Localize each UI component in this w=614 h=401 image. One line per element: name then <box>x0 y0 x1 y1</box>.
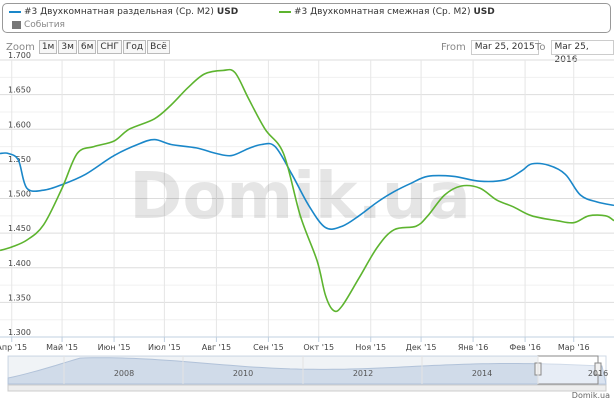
x-axis: Апр '15 Май '15 Июн '15 Июл '15 Авг '15 Сен '… <box>0 336 614 352</box>
x-tick-label: Сен '15 <box>253 343 284 352</box>
navigator-year-label: 2010 <box>233 369 253 378</box>
range-from: From Mar 25, 2015 <box>441 40 539 55</box>
x-tick-label: Дек '15 <box>406 343 437 352</box>
zoom-3m-button[interactable]: 3м <box>58 40 77 54</box>
grid-lines <box>0 59 614 338</box>
range-to: To Mar 25, 2016 <box>535 40 614 65</box>
zoom-1m-button[interactable]: 1м <box>38 40 58 54</box>
navigator-frame <box>7 355 607 385</box>
x-tick-label: Июл '15 <box>148 343 181 352</box>
zoom-label: Zoom <box>6 41 35 53</box>
x-tick-label: Фев '16 <box>509 343 540 352</box>
series-line-1 <box>0 138 614 230</box>
navigator-handle-left <box>534 362 542 376</box>
range-to-input[interactable]: Mar 25, 2016 <box>550 40 614 65</box>
legend-item-events[interactable]: События <box>12 20 65 30</box>
x-tick-label: Окт '15 <box>303 343 334 352</box>
x-tick-label: Янв '16 <box>458 343 488 352</box>
series2-unit: USD <box>473 7 495 17</box>
x-tick-label: Авг '15 <box>202 343 231 352</box>
credit-link[interactable]: Domik.ua <box>572 391 610 400</box>
events-label: События <box>24 20 65 30</box>
navigator-mask-left <box>8 356 538 384</box>
navigator-handle-right <box>594 362 602 376</box>
y-tick-label: 1.550 <box>8 155 31 164</box>
y-tick-label: 1.600 <box>8 120 31 129</box>
zoom-6m-button[interactable]: 6м <box>77 40 97 54</box>
x-tick-label: Мар '16 <box>558 343 590 352</box>
range-from-label: From <box>441 42 466 53</box>
navigator[interactable]: 2008 2010 2012 2014 2016 <box>7 355 608 392</box>
navigator-series <box>7 357 607 385</box>
x-tick-label: Ноя '15 <box>355 343 386 352</box>
series2-label: #3 Двухкомнатная смежная (Ср. М2) <box>294 7 471 17</box>
x-tick-label: Апр '15 <box>0 343 27 352</box>
y-tick-label: 1.350 <box>8 293 31 302</box>
series1-unit: USD <box>216 7 239 17</box>
events-swatch <box>12 21 21 29</box>
y-tick-label: 1.450 <box>8 224 31 233</box>
watermark: Domik.ua <box>129 160 470 234</box>
navigator-scrollbar <box>7 384 607 392</box>
y-tick-label: 1.300 <box>8 328 31 337</box>
x-tick-label: Май '15 <box>46 343 78 352</box>
range-to-label: To <box>535 42 546 53</box>
y-tick-label: 1.500 <box>8 190 31 199</box>
series1-label: #3 Двухкомнатная раздельная (Ср. М2) <box>24 7 214 17</box>
zoom-1y-button[interactable]: Год <box>122 40 147 54</box>
zoom-selector: Zoom 1м 3м 6м СНГ Год Всё <box>6 40 171 54</box>
series-line-2 <box>0 68 614 313</box>
y-tick-label: 1.650 <box>8 86 31 95</box>
navigator-year-label: 2014 <box>472 369 492 378</box>
series1-swatch <box>9 11 21 13</box>
y-axis-labels: 1.300 1.350 1.400 1.450 1.500 1.550 1.600 1.650… <box>8 51 31 337</box>
zoom-all-button[interactable]: Всё <box>147 40 170 54</box>
legend-item-series1[interactable]: #3 Двухкомнатная раздельная (Ср. М2) USD <box>9 7 238 17</box>
series-lines <box>0 68 614 313</box>
zoom-ytd-button[interactable]: СНГ <box>97 40 122 54</box>
legend-item-series2[interactable]: #3 Двухкомнатная смежная (Ср. М2) USD <box>279 7 495 17</box>
series2-swatch <box>279 11 291 13</box>
navigator-window <box>537 355 599 385</box>
chart-legend: #3 Двухкомнатная раздельная (Ср. М2) USD… <box>2 3 611 33</box>
y-tick-label: 1.400 <box>8 259 31 268</box>
navigator-year-label: 2012 <box>353 369 373 378</box>
navigator-year-label: 2016 <box>588 369 608 378</box>
range-from-input[interactable]: Mar 25, 2015 <box>470 40 539 55</box>
x-tick-label: Июн '15 <box>98 343 131 352</box>
navigator-year-label: 2008 <box>114 369 134 378</box>
